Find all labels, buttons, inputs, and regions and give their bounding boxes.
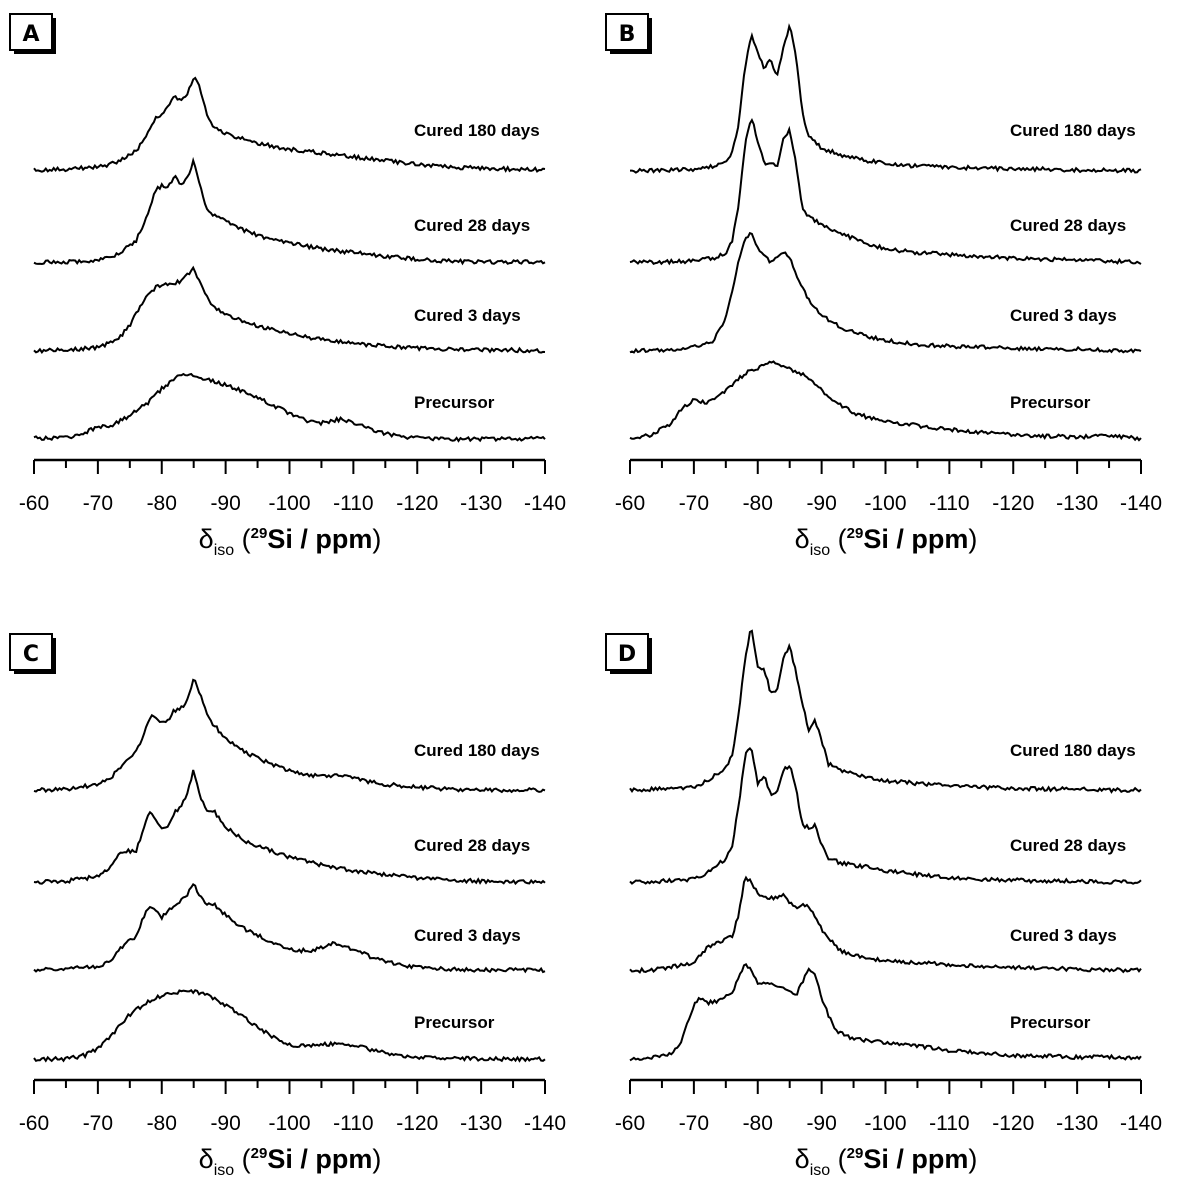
series-line	[629, 629, 1142, 794]
tick-label: -100	[864, 1112, 906, 1135]
panel-label-box	[9, 633, 53, 671]
series-line	[33, 76, 546, 173]
series-label: Cured 28 days	[1010, 836, 1126, 855]
x-axis-title: δiso (29Si / ppm)	[795, 524, 978, 559]
series-label: Precursor	[414, 1013, 495, 1032]
series-line	[33, 883, 546, 974]
tick-label: -90	[806, 492, 836, 515]
series-line	[33, 678, 546, 794]
series-line	[630, 23, 1142, 174]
panel-label-box	[605, 633, 649, 671]
series-line	[629, 746, 1142, 885]
tick-label: -90	[210, 1112, 240, 1135]
tick-label: -120	[992, 1112, 1034, 1135]
tick-label: -110	[333, 1112, 373, 1135]
series-line	[33, 156, 546, 266]
tick-label: -70	[679, 1112, 709, 1135]
series-label: Precursor	[1010, 393, 1091, 412]
tick-label: -110	[929, 492, 969, 515]
tick-label: -140	[524, 1112, 566, 1135]
tick-label: -80	[147, 1112, 177, 1135]
tick-label: -70	[83, 492, 113, 515]
series-label: Cured 28 days	[414, 216, 530, 235]
x-axis-title: δiso (29Si / ppm)	[795, 1144, 978, 1179]
series-label: Cured 180 days	[414, 121, 540, 140]
tick-label: -70	[83, 1112, 113, 1135]
tick-label: -90	[210, 492, 240, 515]
panel-label-box	[605, 13, 649, 51]
series-label: Cured 180 days	[1010, 741, 1136, 760]
series-line	[629, 962, 1142, 1062]
series-label: Precursor	[414, 393, 495, 412]
tick-label: -60	[19, 1112, 49, 1135]
panel-label: B	[619, 22, 636, 47]
series-line	[629, 360, 1142, 442]
panel-B: B Cured 180 days Cured 28 days Cured 3 days…	[605, 13, 1162, 559]
panel-label: A	[22, 22, 39, 47]
tick-label: -80	[743, 1112, 773, 1135]
series-label: Precursor	[1010, 1013, 1091, 1032]
tick-label: -120	[992, 492, 1034, 515]
panel-A: A Cured 180 days Cured 28 days Cured 3 days…	[9, 13, 566, 559]
tick-label: -120	[396, 1112, 438, 1135]
tick-label: -120	[396, 492, 438, 515]
tick-label: -110	[929, 1112, 969, 1135]
x-axis-title: δiso (29Si / ppm)	[199, 524, 382, 559]
panel-label: C	[23, 642, 39, 667]
panel-label-box	[9, 13, 53, 51]
series-line	[33, 372, 546, 443]
tick-label: -100	[864, 492, 906, 515]
tick-label: -130	[1056, 492, 1098, 515]
series-label: Cured 28 days	[1010, 216, 1126, 235]
tick-label: -140	[524, 492, 566, 515]
tick-label: -100	[268, 492, 310, 515]
tick-label: -70	[679, 492, 709, 515]
x-axis-title: δiso (29Si / ppm)	[199, 1144, 382, 1179]
series-line	[33, 265, 546, 354]
panel-label: D	[618, 642, 636, 667]
tick-label: -60	[615, 1112, 645, 1135]
series-line	[33, 988, 546, 1063]
tick-label: -130	[460, 1112, 502, 1135]
tick-label: -140	[1120, 492, 1162, 515]
series-label: Cured 3 days	[1010, 926, 1117, 945]
tick-label: -60	[19, 492, 49, 515]
series-line	[629, 875, 1142, 974]
tick-label: -90	[806, 1112, 836, 1135]
panel-C: C Cured 180 days Cured 28 days Cured 3 days…	[9, 633, 566, 1179]
tick-label: -140	[1120, 1112, 1162, 1135]
tick-label: -80	[743, 492, 773, 515]
series-line	[629, 231, 1142, 354]
series-line	[33, 769, 546, 886]
tick-label: -60	[615, 492, 645, 515]
tick-label: -130	[1056, 1112, 1098, 1135]
tick-label: -130	[460, 492, 502, 515]
series-label: Cured 3 days	[414, 926, 521, 945]
series-label: Cured 28 days	[414, 836, 530, 855]
series-label: Cured 180 days	[414, 741, 540, 760]
panel-D: D Cured 180 days Cured 28 days Cured 3 days…	[605, 629, 1162, 1179]
series-label: Cured 3 days	[1010, 306, 1117, 325]
series-label: Cured 3 days	[414, 306, 521, 325]
tick-label: -80	[147, 492, 177, 515]
series-label: Cured 180 days	[1010, 121, 1136, 140]
series-line	[629, 118, 1142, 266]
tick-label: -110	[333, 492, 373, 515]
tick-label: -100	[268, 1112, 310, 1135]
